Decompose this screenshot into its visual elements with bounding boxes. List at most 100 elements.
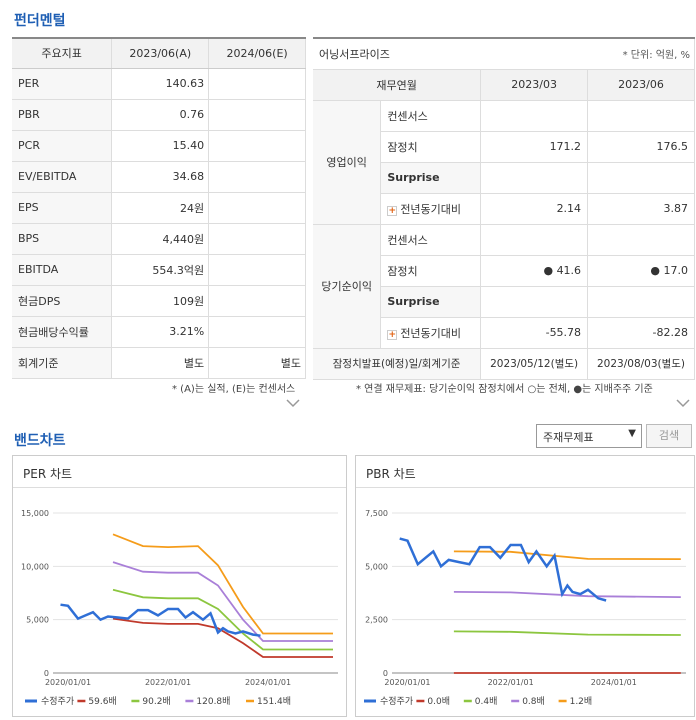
x-tick-label: 2020/01/01 xyxy=(45,678,91,687)
col-header: 2023/06(A) xyxy=(111,38,210,69)
row-label-text: 컨센서스 xyxy=(387,109,428,123)
cell-value xyxy=(208,285,306,317)
x-tick-label: 2024/01/01 xyxy=(591,678,637,687)
series-line xyxy=(112,588,333,651)
cell-value: 별도 xyxy=(208,347,306,379)
chevron-down-icon[interactable] xyxy=(286,396,300,410)
row-label: PCR xyxy=(12,130,113,162)
cell-value xyxy=(587,162,695,194)
cell-value xyxy=(587,224,695,256)
y-tick-label: 0 xyxy=(383,669,388,678)
earnings-note: * 연결 재무제표: 당기순이익 잠정치에서 ○는 전체, ●는 지배주주 기준 xyxy=(356,384,653,395)
cell-value xyxy=(480,224,589,256)
legend-label: 0.0배 xyxy=(427,696,450,707)
table-row: + 전년동기대비 2.14 3.87 xyxy=(313,193,695,225)
row-label: + 전년동기대비 xyxy=(380,317,482,349)
cell-value: 15.40 xyxy=(111,130,210,162)
table-row: PER 140.63 xyxy=(12,68,306,100)
y-tick-label: 5,000 xyxy=(26,616,49,625)
announce-date: 2023/05/12(별도) xyxy=(480,348,589,380)
x-tick-label: 2020/01/01 xyxy=(384,678,430,687)
y-tick-label: 5,000 xyxy=(365,562,388,571)
table-row: 당기순이익 컨센서스 xyxy=(313,224,695,349)
legend-label: 0.8배 xyxy=(522,696,545,707)
col-header: 2023/03 xyxy=(480,69,589,101)
cell-value xyxy=(208,68,306,100)
col-header: 2023/06 xyxy=(587,69,695,101)
pbr-chart-title: PBR 차트 xyxy=(356,456,694,488)
row-label: EV/EBITDA xyxy=(12,161,113,193)
legend-label: 151.4배 xyxy=(257,696,291,707)
cell-value: 별도 xyxy=(111,347,210,379)
cell-value: 2.14 xyxy=(480,193,589,225)
pbr-chart: 0 2,500 5,000 7,500 2020/01/01 2022/01/01 2024… xyxy=(364,509,686,707)
series-line xyxy=(60,603,261,637)
table-row: EBITDA 554.3억원 xyxy=(12,254,306,286)
row-label: Surprise xyxy=(380,162,482,194)
table-row: 현금배당수익률 3.21% xyxy=(12,316,306,348)
col-header: 주요지표 xyxy=(12,38,113,69)
cell-value: 171.2 xyxy=(480,131,589,163)
legend-label: 59.6배 xyxy=(88,696,116,707)
x-tick-label: 2022/01/01 xyxy=(145,678,191,687)
row-label: 잠정치 xyxy=(380,131,482,163)
row-label: 컨센서스 xyxy=(380,224,482,256)
table-row: 현금DPS 109원 xyxy=(12,285,306,317)
series-line xyxy=(112,617,333,658)
cell-value xyxy=(208,254,306,286)
cell-value: -55.78 xyxy=(480,317,589,349)
announce-date: 2023/08/03(별도) xyxy=(587,348,695,380)
series-line xyxy=(453,550,681,560)
x-tick-label: 2022/01/01 xyxy=(488,678,534,687)
group-label: 당기순이익 xyxy=(313,224,382,349)
x-tick-label: 2024/01/01 xyxy=(245,678,291,687)
cell-value xyxy=(480,286,589,318)
fundamental-note: * (A)는 실적, (E)는 컨센서스 xyxy=(172,384,296,395)
announce-label: 잠정치발표(예정)일/회계기준 xyxy=(313,348,482,380)
cell-value xyxy=(208,223,306,255)
y-tick-label: 15,000 xyxy=(21,509,49,518)
cell-value: 0.76 xyxy=(111,99,210,131)
cell-value xyxy=(480,100,589,132)
table-row: + 전년동기대비 -55.78 -82.28 xyxy=(313,317,695,349)
cell-value: 176.5 xyxy=(587,131,695,163)
earnings-surprise-table: 어닝서프라이즈 * 단위: 억원, % 재무연월 2023/03 2023/06… xyxy=(313,37,695,380)
legend-label: 120.8배 xyxy=(196,696,230,707)
fundamental-title: 펀더멘털 xyxy=(14,13,66,29)
cell-value xyxy=(208,161,306,193)
table-row: PCR 15.40 xyxy=(12,130,306,162)
cell-value xyxy=(587,286,695,318)
row-label: BPS xyxy=(12,223,113,255)
cell-value xyxy=(480,162,589,194)
cell-value: -82.28 xyxy=(587,317,695,349)
chevron-down-icon[interactable] xyxy=(676,396,690,410)
per-chart-title: PER 차트 xyxy=(13,456,346,488)
col-header: 2024/06(E) xyxy=(208,38,306,69)
unit-note: * 단위: 억원, % xyxy=(587,38,695,70)
cell-value xyxy=(208,192,306,224)
search-button[interactable]: 검색 xyxy=(646,424,692,448)
table-row: Surprise xyxy=(313,286,695,318)
row-label-text: 컨센서스 xyxy=(387,233,428,247)
cell-value xyxy=(208,316,306,348)
cell-value: 140.63 xyxy=(111,68,210,100)
cell-value xyxy=(208,130,306,162)
y-tick-label: 2,500 xyxy=(365,616,388,625)
cell-value xyxy=(587,100,695,132)
cell-value: 554.3억원 xyxy=(111,254,210,286)
expand-icon[interactable]: + xyxy=(387,329,398,340)
cell-value: 3.87 xyxy=(587,193,695,225)
row-label-text: 잠정치 xyxy=(387,264,418,278)
expand-icon[interactable]: + xyxy=(387,205,398,216)
statement-select[interactable]: 주재무제표 ▼ xyxy=(536,424,642,448)
row-label: 컨센서스 xyxy=(380,100,482,132)
row-label: Surprise xyxy=(380,286,482,318)
row-label-text: Surprise xyxy=(387,295,440,308)
cell-value: ● 17.0 xyxy=(587,255,695,287)
cell-value: 3.21% xyxy=(111,316,210,348)
table-row: Surprise xyxy=(313,162,695,194)
row-label: PER xyxy=(12,68,113,100)
chevron-down-icon: ▼ xyxy=(628,428,636,439)
legend-label: 1.2배 xyxy=(570,696,593,707)
statement-select-value: 주재무제표 xyxy=(543,431,594,444)
